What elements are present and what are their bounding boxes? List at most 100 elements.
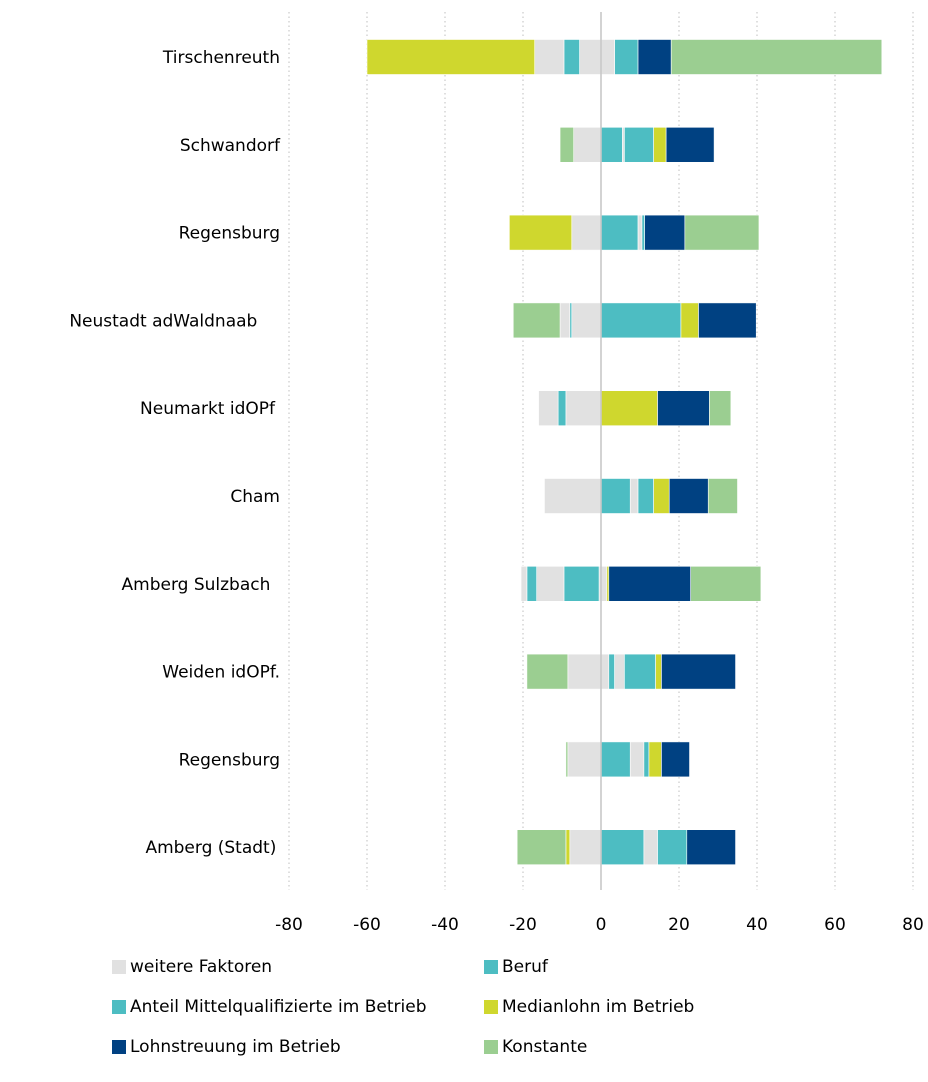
bar-segment	[709, 391, 730, 426]
bars	[367, 12, 882, 890]
category-label: Weiden idOPf.	[162, 663, 280, 683]
bar-segment	[630, 742, 644, 777]
legend-label: weitere Faktoren	[130, 957, 272, 977]
bar-segment	[601, 40, 615, 75]
category-label: Amberg Sulzbach	[122, 575, 271, 595]
bar-segment	[615, 654, 625, 689]
bar-segment	[624, 654, 655, 689]
legend-swatch	[484, 1040, 498, 1054]
bar-segment	[560, 127, 574, 162]
bar-segment	[509, 215, 571, 250]
bar-segment	[535, 40, 564, 75]
bar-segment	[669, 479, 708, 514]
legend-label: Medianlohn im Betrieb	[502, 997, 694, 1017]
bar-segment	[661, 742, 689, 777]
bar-segment	[630, 479, 638, 514]
x-tick-label: -60	[353, 915, 381, 935]
bar-segment	[566, 391, 601, 426]
bar-segment	[654, 127, 666, 162]
legend-item-medianlohn: Medianlohn im Betrieb	[484, 996, 804, 1018]
bar-segment	[539, 391, 559, 426]
bar-segment	[570, 830, 601, 865]
bar-segment	[681, 303, 699, 338]
category-label: Amberg (Stadt)	[145, 838, 276, 858]
legend-label: Konstante	[502, 1037, 587, 1057]
bar-segment	[624, 127, 653, 162]
x-tick-label: 80	[902, 915, 924, 935]
bar-segment	[658, 391, 710, 426]
bar-segment	[658, 830, 687, 865]
bar-segment	[601, 127, 622, 162]
bar-segment	[560, 303, 570, 338]
category-label: Schwandorf	[180, 136, 281, 156]
legend-label: Anteil Mittelqualifizierte im Betrieb	[130, 997, 426, 1017]
bar-segment	[691, 566, 761, 601]
bar-segment	[645, 215, 685, 250]
bar-segment	[558, 391, 566, 426]
bar-segment	[638, 479, 654, 514]
legend-swatch	[112, 960, 126, 974]
bar-segment	[527, 654, 568, 689]
x-tick-label: -80	[275, 915, 303, 935]
bar-segment	[685, 215, 759, 250]
bar-segment	[568, 742, 601, 777]
x-tick-label: 20	[668, 915, 690, 935]
legend-label: Beruf	[502, 957, 548, 977]
bar-segment	[544, 479, 601, 514]
x-tick-label: 60	[824, 915, 846, 935]
bar-segment	[644, 742, 649, 777]
bar-segment	[566, 742, 568, 777]
bar-segment	[656, 654, 662, 689]
legend-item-lohnstreuung: Lohnstreuung im Betrieb	[112, 1036, 484, 1058]
bar-segment	[568, 654, 601, 689]
category-label: Regensburg	[179, 224, 280, 244]
legend-item-anteil-mittelqualifizierte: Anteil Mittelqualifizierte im Betrieb	[112, 996, 484, 1018]
bar-segment	[671, 40, 882, 75]
category-label: Neumarkt idOPf	[140, 399, 276, 419]
bar-segment	[609, 566, 691, 601]
bar-segment	[527, 566, 537, 601]
legend-item-weitere-faktoren: weitere Faktoren	[112, 956, 484, 978]
bar-segment	[699, 303, 757, 338]
bar-segment	[601, 303, 681, 338]
x-tick-label: -20	[509, 915, 537, 935]
bar-segment	[687, 830, 736, 865]
bar-segment	[601, 654, 609, 689]
bar-segment	[661, 654, 735, 689]
bar-segment	[642, 215, 645, 250]
bar-segment	[572, 303, 601, 338]
bar-segment	[513, 303, 560, 338]
bar-segment	[521, 566, 527, 601]
bar-segment	[649, 742, 661, 777]
bar-segment	[537, 566, 564, 601]
category-label: Tirschenreuth	[162, 48, 280, 68]
category-label: Neustadt adWaldnaab	[69, 311, 257, 331]
bar-segment	[601, 479, 630, 514]
x-tick-label: 0	[596, 915, 607, 935]
bar-segment	[601, 566, 607, 601]
bar-segment	[367, 40, 535, 75]
bar-segment	[666, 127, 714, 162]
x-tick-labels: -80 -60 -40 -20 0 20 40 60 80	[275, 915, 924, 935]
bar-segment	[601, 830, 644, 865]
legend-swatch	[484, 1000, 498, 1014]
stacked-bar-chart: Tirschenreuth Schwandorf Regensburg Neustad…	[0, 0, 928, 960]
bar-segment	[654, 479, 670, 514]
bar-segment	[638, 40, 671, 75]
legend-swatch	[484, 960, 498, 974]
bar-segment	[644, 830, 658, 865]
x-tick-label: -40	[431, 915, 459, 935]
category-label: Cham	[230, 487, 280, 507]
bar-segment	[580, 40, 601, 75]
bar-segment	[638, 215, 642, 250]
legend-item-beruf: Beruf	[484, 956, 804, 978]
legend-label: Lohnstreuung im Betrieb	[130, 1037, 341, 1057]
legend-swatch	[112, 1040, 126, 1054]
bar-segment	[574, 127, 601, 162]
bar-segment	[601, 742, 630, 777]
bar-segment	[601, 391, 658, 426]
bar-segment	[564, 40, 580, 75]
bar-segment	[609, 654, 615, 689]
bar-segment	[572, 215, 601, 250]
category-labels: Tirschenreuth Schwandorf Regensburg Neustad…	[69, 48, 281, 858]
